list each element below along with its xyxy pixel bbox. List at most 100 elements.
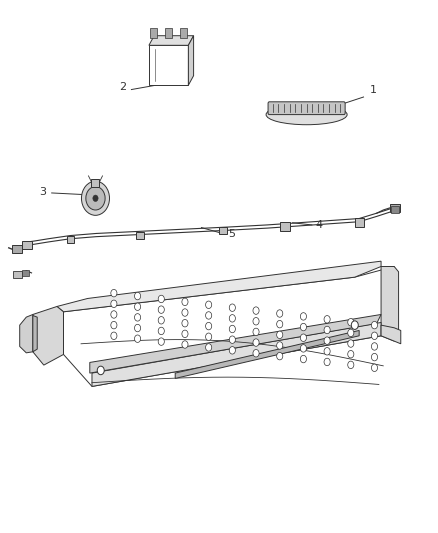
FancyBboxPatch shape xyxy=(268,102,345,115)
Bar xyxy=(149,45,188,85)
Circle shape xyxy=(158,306,164,313)
Circle shape xyxy=(158,317,164,324)
Circle shape xyxy=(81,181,110,215)
Circle shape xyxy=(324,348,330,355)
Circle shape xyxy=(134,324,141,332)
Bar xyxy=(165,28,172,38)
Circle shape xyxy=(229,304,235,311)
Bar xyxy=(13,271,22,278)
Circle shape xyxy=(205,312,212,319)
Circle shape xyxy=(371,321,378,329)
Circle shape xyxy=(158,295,164,303)
Bar xyxy=(219,227,227,235)
Circle shape xyxy=(111,289,117,297)
Circle shape xyxy=(205,301,212,309)
Circle shape xyxy=(229,346,235,354)
Circle shape xyxy=(86,187,105,210)
Circle shape xyxy=(111,300,117,308)
Circle shape xyxy=(205,344,212,351)
Circle shape xyxy=(277,331,283,338)
Polygon shape xyxy=(175,330,359,378)
Circle shape xyxy=(158,327,164,335)
Circle shape xyxy=(229,336,235,343)
Circle shape xyxy=(111,321,117,329)
Circle shape xyxy=(111,332,117,340)
Polygon shape xyxy=(33,316,37,352)
Polygon shape xyxy=(381,266,399,341)
Bar xyxy=(391,206,399,213)
Circle shape xyxy=(300,345,307,352)
Circle shape xyxy=(134,335,141,342)
Bar xyxy=(150,28,157,38)
Circle shape xyxy=(300,356,307,363)
Text: 2: 2 xyxy=(119,82,126,92)
Circle shape xyxy=(324,358,330,366)
Circle shape xyxy=(351,321,358,329)
Text: 4: 4 xyxy=(315,220,322,230)
Circle shape xyxy=(134,292,141,300)
Polygon shape xyxy=(149,36,194,45)
Bar xyxy=(136,231,144,238)
Circle shape xyxy=(277,352,283,360)
Circle shape xyxy=(182,341,188,348)
Circle shape xyxy=(229,314,235,322)
Text: 3: 3 xyxy=(39,187,46,197)
Polygon shape xyxy=(92,322,381,386)
Circle shape xyxy=(253,328,259,336)
Circle shape xyxy=(348,340,354,348)
Bar xyxy=(180,28,187,38)
Circle shape xyxy=(134,313,141,321)
Circle shape xyxy=(182,330,188,337)
Circle shape xyxy=(182,309,188,316)
Circle shape xyxy=(324,316,330,323)
Circle shape xyxy=(229,325,235,333)
Circle shape xyxy=(277,310,283,317)
Bar xyxy=(22,241,32,249)
Circle shape xyxy=(371,343,378,350)
Circle shape xyxy=(300,324,307,331)
Circle shape xyxy=(371,364,378,372)
Bar xyxy=(67,236,74,243)
Circle shape xyxy=(348,329,354,337)
Polygon shape xyxy=(188,36,194,85)
Bar xyxy=(390,204,400,212)
Polygon shape xyxy=(33,306,64,365)
Polygon shape xyxy=(64,266,394,386)
Ellipse shape xyxy=(266,104,347,125)
Circle shape xyxy=(253,339,259,346)
Circle shape xyxy=(97,366,104,375)
Text: 1: 1 xyxy=(370,85,377,95)
Circle shape xyxy=(277,320,283,328)
Circle shape xyxy=(205,322,212,330)
Circle shape xyxy=(253,318,259,325)
Circle shape xyxy=(324,337,330,344)
Bar xyxy=(91,179,99,187)
Circle shape xyxy=(324,326,330,334)
Text: 5: 5 xyxy=(228,229,235,239)
Circle shape xyxy=(182,298,188,305)
Circle shape xyxy=(300,334,307,342)
Circle shape xyxy=(371,353,378,361)
Circle shape xyxy=(371,332,378,340)
Circle shape xyxy=(253,350,259,357)
Bar xyxy=(280,222,290,231)
Circle shape xyxy=(348,361,354,369)
Circle shape xyxy=(93,195,98,201)
Polygon shape xyxy=(20,314,33,353)
Circle shape xyxy=(300,313,307,320)
Bar xyxy=(22,270,29,276)
Circle shape xyxy=(277,342,283,349)
Circle shape xyxy=(348,319,354,326)
Circle shape xyxy=(158,338,164,345)
Circle shape xyxy=(111,311,117,318)
Polygon shape xyxy=(381,325,401,344)
Bar xyxy=(12,245,22,253)
Bar xyxy=(355,218,364,227)
Circle shape xyxy=(205,333,212,341)
Circle shape xyxy=(182,319,188,327)
Circle shape xyxy=(348,351,354,358)
Polygon shape xyxy=(57,261,381,312)
Circle shape xyxy=(134,303,141,310)
Polygon shape xyxy=(90,314,381,373)
Circle shape xyxy=(253,307,259,314)
